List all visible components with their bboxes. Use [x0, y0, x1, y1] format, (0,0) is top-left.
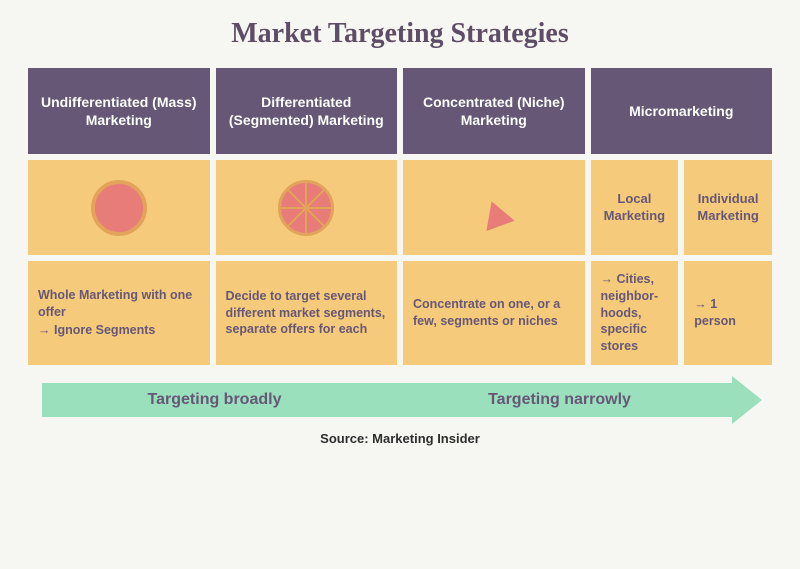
icon-box-concentrated: [403, 160, 585, 255]
desc-concentrated: Concentrate on one, or a few, segments o…: [403, 261, 585, 365]
arrow-label-broad: Targeting broadly: [42, 391, 387, 409]
header-differentiated: Differentiated (Segmented) Marketing: [216, 68, 398, 154]
desc-line1: Whole Marketing with one offer: [38, 287, 200, 321]
page-title: Market Targeting Strategies: [28, 18, 772, 50]
wedge-icon: [477, 196, 514, 231]
icon-box-differentiated: [216, 160, 398, 255]
arrow-label-narrow: Targeting narrowly: [387, 391, 732, 409]
header-micromarketing: Micromarketing: [591, 68, 773, 154]
circle-segmented-icon: [278, 180, 334, 236]
desc-line1: Decide to target several different marke…: [226, 288, 388, 339]
sub-local-marketing: Local Marketing: [591, 160, 679, 255]
desc-local-marketing: → Cities, neighbor­hoods, specific store…: [591, 261, 679, 365]
source-label: Source: Marketing Insider: [28, 431, 772, 446]
column-micromarketing: Micromarketing Local Marketing Individua…: [591, 68, 773, 365]
column-undifferentiated: Undifferentiated (Mass) Marketing Whole …: [28, 68, 210, 365]
icon-box-undifferentiated: [28, 160, 210, 255]
header-undifferentiated: Undifferentiated (Mass) Marketing: [28, 68, 210, 154]
targeting-spectrum-arrow: Targeting broadly Targeting narrowly: [42, 379, 762, 421]
column-differentiated: Differentiated (Segmented) Marketing Dec…: [216, 68, 398, 365]
desc-line2: → Ignore Segments: [38, 322, 200, 339]
sub-individual-marketing: Individual Marketing: [684, 160, 772, 255]
desc-individual-marketing: → 1 person: [684, 261, 772, 365]
strategy-grid: Undifferentiated (Mass) Marketing Whole …: [28, 68, 772, 365]
desc-line1: Concentrate on one, or a few, segments o…: [413, 296, 575, 330]
arrow-head-icon: [732, 376, 762, 424]
circle-full-icon: [91, 180, 147, 236]
column-concentrated: Concentrated (Niche) Marketing Concentra…: [403, 68, 585, 365]
desc-undifferentiated: Whole Marketing with one offer → Ignore …: [28, 261, 210, 365]
header-concentrated: Concentrated (Niche) Marketing: [403, 68, 585, 154]
desc-differentiated: Decide to target several different marke…: [216, 261, 398, 365]
